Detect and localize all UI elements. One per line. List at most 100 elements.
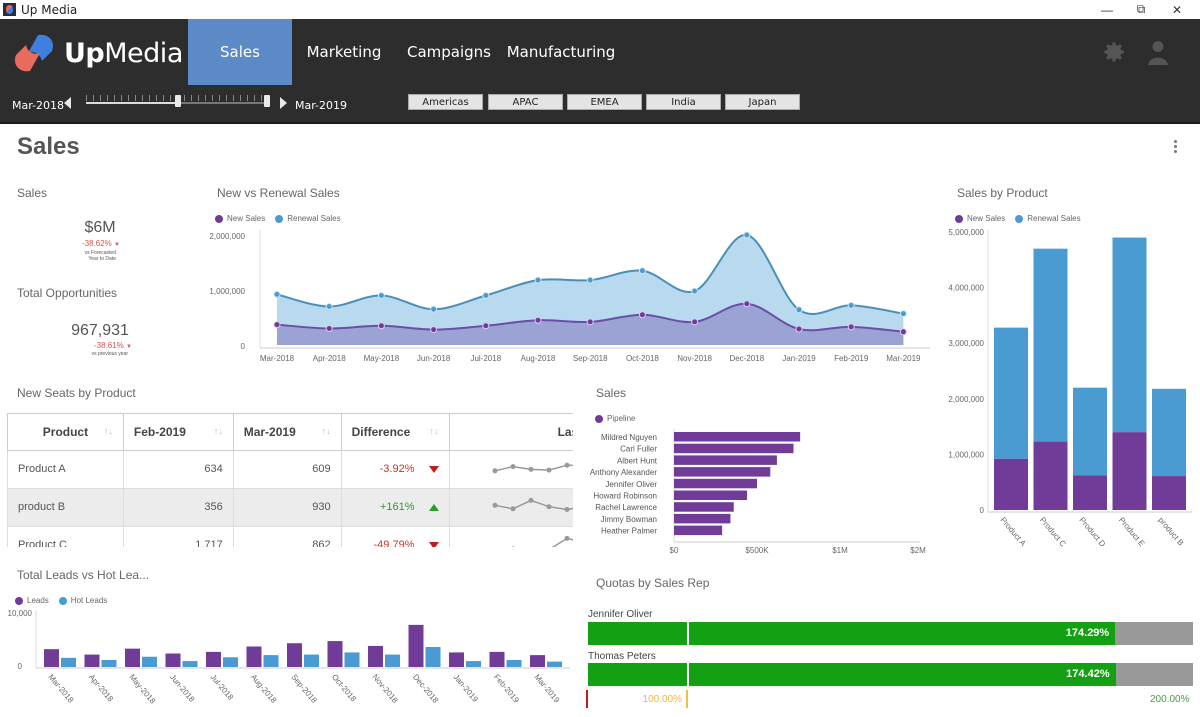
tab-manufacturing[interactable]: Manufacturing (506, 43, 616, 61)
bar-hot-leads (101, 659, 117, 667)
cell-diff: -49.79% (340, 526, 449, 547)
bar-leads (125, 648, 140, 667)
sparkline (492, 462, 573, 473)
y-tick-label: 4,000,000 (948, 284, 984, 293)
slider-thumb-end[interactable] (264, 95, 270, 107)
tab-sales[interactable]: Sales (188, 19, 292, 85)
new-sales-point (847, 323, 855, 331)
region-emea-button[interactable]: EMEA (567, 94, 642, 110)
cell-mar: 862 (232, 526, 342, 547)
bar-renewal-sales (1112, 237, 1147, 433)
x-tick-label: Dec-2018 (411, 673, 441, 706)
more-vertical-icon[interactable] (1170, 140, 1180, 156)
col-feb-2019[interactable]: Feb-2019 ↑↓ (122, 414, 234, 451)
sparkline (493, 535, 573, 547)
user-icon[interactable] (1145, 39, 1171, 65)
renewal-sales-point (638, 267, 646, 275)
bar-leads (489, 651, 505, 667)
bar-leads (44, 649, 59, 667)
sparkline-point (528, 497, 533, 503)
close-button[interactable]: ✕ (1171, 2, 1183, 17)
bar-hot-leads (547, 661, 562, 667)
legend-new-sales[interactable]: New Sales (955, 214, 1005, 223)
bar-hot-leads (182, 661, 198, 667)
logo[interactable]: UpMedia (12, 31, 183, 75)
bar-leads (327, 641, 343, 667)
x-tick-label: May-2018 (364, 354, 400, 363)
y-tick-label: Mildred Nguyen (601, 433, 657, 442)
x-tick-label: Sep-2018 (573, 354, 608, 363)
pipeline-chart: Mildred Nguyen Carl Fuller Albert Hunt Anth… (590, 428, 926, 555)
quota-bar: 174.29% (588, 622, 1193, 645)
region-japan-button[interactable]: Japan (725, 94, 800, 110)
window-titlebar: Up Media (0, 0, 1200, 19)
col-product[interactable]: Product ↑↓ (7, 414, 124, 451)
sort-icon[interactable]: ↑↓ (103, 426, 113, 436)
cell-product: Product A (7, 450, 124, 489)
restore-button[interactable]: ⧉ (1136, 2, 1146, 16)
col-mar-2019[interactable]: Mar-2019 ↑↓ (232, 414, 342, 451)
sort-icon[interactable]: ↑↓ (429, 426, 439, 436)
sparkline-point (546, 503, 551, 509)
new-sales-point (325, 325, 333, 332)
new-sales-point (534, 316, 542, 324)
x-tick-label: Oct-2018 (330, 673, 358, 704)
pipeline-bar (674, 525, 723, 536)
bar-renewal-sales (994, 327, 1028, 459)
cell-product: Product C (7, 526, 124, 547)
region-americas-button[interactable]: Americas (408, 94, 483, 110)
prev-arrow-icon[interactable] (64, 97, 71, 109)
new-sales-point (586, 318, 594, 326)
x-tick-label: Sep-2018 (289, 673, 319, 706)
quota-value: 174.29% (1065, 627, 1110, 639)
app-header: UpMedia Sales Marketing Campaigns Manufa… (0, 19, 1200, 124)
region-india-button[interactable]: India (646, 94, 721, 110)
col-difference[interactable]: Difference ↑↓ (340, 414, 449, 451)
sparkline-point (528, 466, 533, 472)
slider-thumb-start[interactable] (175, 95, 181, 107)
legend-new-sales[interactable]: New Sales (215, 214, 265, 223)
col-last-12[interactable]: Last 12 (448, 414, 573, 451)
legend-pipeline[interactable]: Pipeline (595, 414, 635, 423)
bar-new-sales (1073, 475, 1107, 510)
new-sales-point (743, 300, 751, 308)
legend-leads[interactable]: Leads (15, 596, 49, 605)
x-tick-label: Product D (1077, 516, 1107, 549)
x-tick-label: Mar-2019 (532, 673, 561, 705)
quota-fill (588, 663, 1116, 686)
sort-icon[interactable]: ↑↓ (213, 426, 223, 436)
x-tick-label: Product E (1117, 516, 1146, 549)
table-row[interactable]: Product A 634 609 -3.92% (7, 450, 573, 489)
table-row[interactable]: product B 356 930 +161% (7, 488, 573, 527)
quota-target-marker (687, 622, 689, 645)
kpi-sales-delta: -38.62% ▼ (82, 239, 120, 248)
legend-renewal-sales[interactable]: Renewal Sales (1015, 214, 1081, 223)
tab-campaigns[interactable]: Campaigns (406, 43, 491, 61)
slider-fill (86, 102, 178, 104)
x-tick-label: product B (1156, 516, 1185, 548)
pipeline-bar (674, 443, 794, 454)
region-apac-button[interactable]: APAC (488, 94, 563, 110)
kpi-sales-title: Sales (17, 186, 48, 200)
new-sales-point (899, 328, 907, 336)
quota-target-marker (687, 663, 689, 686)
legend-renewal-sales[interactable]: Renewal Sales (275, 214, 341, 223)
new-seats-title: New Seats by Product (17, 386, 136, 400)
tab-marketing[interactable]: Marketing (306, 43, 382, 61)
legend-hot-leads[interactable]: Hot Leads (58, 596, 107, 605)
new-vs-renewal-title: New vs Renewal Sales (217, 186, 340, 200)
next-arrow-icon[interactable] (280, 97, 287, 109)
sparkline-point (546, 467, 551, 473)
kpi-opps-delta: -38.61% ▼ (94, 341, 132, 350)
kpi-opps-title: Total Opportunities (17, 286, 118, 300)
sort-icon[interactable]: ↑↓ (321, 426, 331, 436)
gear-icon[interactable] (1101, 39, 1127, 65)
minimize-button[interactable]: — (1101, 2, 1113, 17)
table-row[interactable]: Product C 1.717 862 -49.79% (7, 526, 573, 547)
pipeline-bar (674, 502, 734, 512)
kpi-opps-value: 967,931 (71, 322, 129, 339)
y-tick-label: Heather Palmer (601, 527, 657, 536)
x-tick-label: Aug-2018 (521, 354, 556, 363)
bar-hot-leads (142, 656, 157, 667)
sparkline-line (550, 537, 573, 547)
